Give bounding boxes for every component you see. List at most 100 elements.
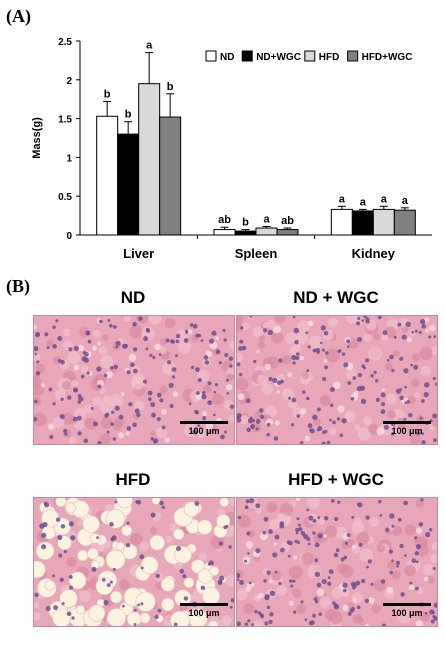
nucleus	[237, 578, 240, 582]
nucleus	[218, 361, 222, 365]
nucleus	[218, 541, 223, 546]
cytoplasm	[257, 341, 266, 349]
nucleus	[317, 533, 323, 539]
nucleus	[390, 432, 395, 436]
bar	[255, 227, 278, 236]
nucleus	[418, 522, 424, 527]
nucleus	[103, 600, 109, 606]
nucleus	[52, 325, 56, 330]
vacuole	[333, 381, 341, 390]
nucleus	[316, 407, 321, 412]
vacuole	[323, 534, 328, 538]
scale-bar: 100 μm	[383, 603, 431, 618]
cytoplasm	[237, 353, 243, 362]
cytoplasm	[277, 373, 286, 382]
nucleus	[421, 399, 425, 403]
lipid-droplet	[170, 610, 190, 626]
significance-letter: a	[360, 196, 367, 208]
cytoplasm	[432, 418, 437, 428]
cytoplasm	[291, 588, 302, 598]
nucleus	[171, 375, 176, 379]
cytoplasm	[328, 317, 338, 328]
lipid-droplet	[82, 515, 100, 533]
nucleus	[334, 516, 339, 522]
nucleus	[294, 339, 299, 345]
nucleus	[106, 583, 111, 588]
nucleus	[168, 382, 174, 388]
cytoplasm	[35, 363, 46, 374]
cytoplasm	[129, 325, 143, 339]
nucleus	[312, 531, 316, 535]
nucleus	[122, 343, 128, 349]
nucleus	[52, 344, 57, 349]
nucleus	[136, 412, 141, 417]
lipid-droplet	[126, 611, 142, 626]
cytoplasm	[237, 589, 248, 601]
nucleus	[253, 359, 257, 364]
nucleus	[223, 525, 228, 530]
cytoplasm	[282, 388, 295, 401]
nucleus	[379, 513, 383, 517]
nucleus	[432, 567, 436, 571]
nucleus	[343, 362, 349, 368]
nucleus	[347, 611, 352, 616]
nucleus	[307, 345, 311, 349]
significance-letter: a	[402, 195, 409, 207]
nucleus	[312, 613, 317, 618]
vacuole	[416, 527, 423, 534]
nucleus	[406, 400, 410, 404]
nucleus	[109, 365, 114, 370]
nucleus	[306, 396, 310, 401]
nucleus	[151, 412, 156, 418]
cytoplasm	[369, 516, 380, 527]
cytoplasm	[351, 521, 365, 535]
nucleus	[115, 345, 118, 349]
nucleus	[341, 418, 347, 424]
nucleus	[126, 521, 130, 525]
lipid-droplet	[55, 498, 67, 508]
cytoplasm	[159, 346, 168, 355]
nucleus	[315, 348, 321, 353]
nucleus	[370, 582, 374, 586]
lipid-droplet	[121, 525, 133, 537]
cytoplasm	[431, 542, 437, 551]
vacuole	[368, 597, 375, 604]
lipid-droplet	[77, 549, 89, 562]
vacuole	[164, 437, 170, 443]
vacuole	[365, 623, 369, 626]
cytoplasm	[67, 351, 81, 365]
nucleus	[247, 619, 251, 623]
nucleus	[204, 360, 210, 365]
nucleus	[133, 347, 138, 352]
nucleus	[266, 605, 271, 610]
nucleus	[287, 554, 291, 558]
cytoplasm	[78, 590, 91, 603]
nucleus	[272, 378, 278, 384]
nucleus	[262, 530, 267, 535]
vacuole	[215, 336, 219, 341]
cytoplasm	[62, 380, 72, 390]
nucleus	[34, 592, 39, 598]
cytoplasm	[155, 426, 168, 439]
nucleus	[175, 354, 178, 358]
nucleus	[375, 397, 380, 402]
nucleus	[360, 398, 367, 405]
nucleus	[247, 418, 254, 424]
nucleus	[404, 401, 407, 405]
nucleus	[356, 605, 361, 610]
nucleus	[87, 339, 92, 344]
bar	[213, 229, 236, 236]
nucleus	[244, 622, 249, 626]
x-tick-label: Spleen	[235, 246, 278, 261]
nucleus	[125, 542, 131, 548]
nucleus	[49, 434, 54, 440]
nucleus	[396, 564, 400, 568]
nucleus	[405, 321, 411, 327]
nucleus	[389, 354, 394, 360]
nucleus	[147, 390, 153, 396]
micrograph-title-hfd-wgc: HFD + WGC	[288, 470, 384, 489]
nucleus	[244, 559, 248, 563]
nucleus	[361, 578, 366, 584]
bar	[234, 230, 257, 236]
nucleus	[263, 516, 269, 522]
